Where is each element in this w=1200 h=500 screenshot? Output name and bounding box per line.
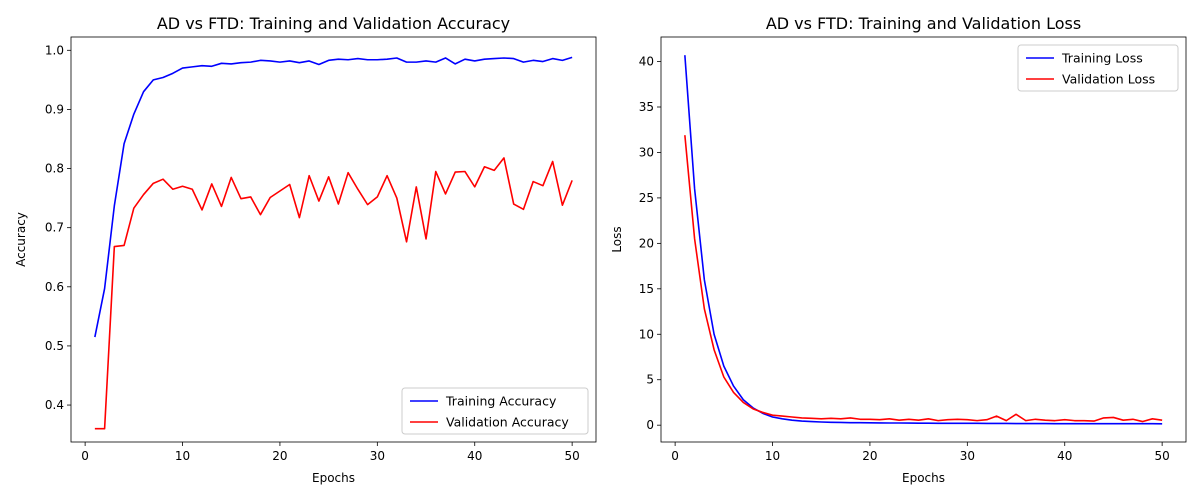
y-tick-label: 1.0 <box>45 43 64 57</box>
x-tick-label: 0 <box>671 449 679 463</box>
x-tick-label: 50 <box>1154 449 1169 463</box>
y-tick-label: 15 <box>639 282 654 296</box>
y-axis-label: Loss <box>610 226 624 252</box>
legend: Training Accuracy Validation Accuracy <box>401 387 589 435</box>
legend-label-training-accuracy: Training Accuracy <box>445 394 557 409</box>
chart-title: AD vs FTD: Training and Validation Accur… <box>157 14 510 33</box>
y-tick-label: 25 <box>639 191 654 205</box>
series-line-training-loss <box>684 55 1163 425</box>
y-tick-label: 0.9 <box>45 102 64 116</box>
x-tick-label: 40 <box>467 449 482 463</box>
legend-box <box>1017 44 1179 92</box>
y-tick-label: 30 <box>639 145 654 159</box>
y-tick-label: 0.6 <box>45 280 64 294</box>
x-axis-label: Epochs <box>902 471 945 485</box>
y-axis-label: Accuracy <box>14 212 28 267</box>
x-axis-label: Epochs <box>312 471 355 485</box>
legend-label-validation-loss: Validation Loss <box>1062 72 1155 87</box>
legend-label-validation-accuracy: Validation Accuracy <box>446 415 569 430</box>
y-tick-label: 0.8 <box>45 162 64 176</box>
x-tick-label: 10 <box>765 449 780 463</box>
x-tick-label: 20 <box>272 449 287 463</box>
legend-box <box>401 387 589 435</box>
x-tick-label: 30 <box>960 449 975 463</box>
y-tick-label: 0.7 <box>45 221 64 235</box>
x-tick-label: 40 <box>1057 449 1072 463</box>
series-line-validation-accuracy <box>94 157 573 430</box>
series-line-training-accuracy <box>94 56 573 338</box>
x-tick-label: 20 <box>862 449 877 463</box>
chart-title: AD vs FTD: Training and Validation Loss <box>766 14 1081 33</box>
y-tick-label: 0 <box>646 418 654 432</box>
series-line-validation-loss <box>684 135 1163 423</box>
y-tick-label: 40 <box>639 55 654 69</box>
plot-area-frame <box>70 36 597 443</box>
x-tick-label: 10 <box>175 449 190 463</box>
legend-label-training-loss: Training Loss <box>1061 51 1143 66</box>
x-tick-label: 50 <box>564 449 579 463</box>
y-tick-label: 10 <box>639 327 654 341</box>
accuracy-chart: 0 10 20 30 40 50 0.4 0.5 0.6 0.7 0.8 0.9 1.0 AD vs F… <box>14 14 597 485</box>
plot-area-frame <box>660 36 1187 443</box>
loss-chart: 0 10 20 30 40 50 0 5 10 15 20 25 30 35 40 AD vs FTD: T… <box>610 14 1187 485</box>
x-tick-label: 30 <box>370 449 385 463</box>
y-tick-label: 35 <box>639 100 654 114</box>
y-tick-label: 0.4 <box>45 398 64 412</box>
y-tick-label: 20 <box>639 236 654 250</box>
legend: Training Loss Validation Loss <box>1017 44 1179 92</box>
y-tick-label: 0.5 <box>45 339 64 353</box>
y-tick-label: 5 <box>646 373 654 387</box>
x-tick-label: 0 <box>81 449 89 463</box>
